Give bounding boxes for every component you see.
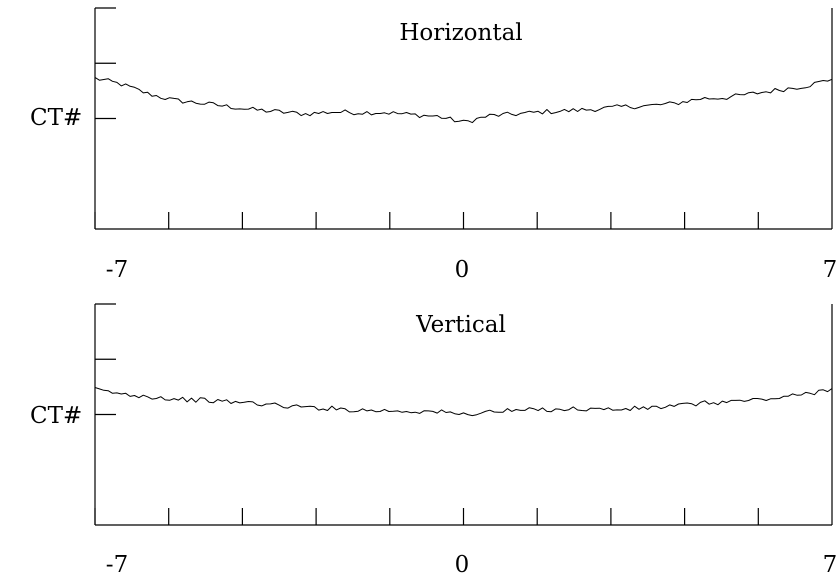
series-line (94, 76, 833, 124)
x-tick-label-center: 0 (455, 257, 470, 283)
y-axis-label: CT# (30, 403, 82, 429)
vertical-panel: Vertical CT# -7 0 7 (30, 303, 838, 578)
chart-title: Horizontal (399, 20, 522, 46)
x-tick-label-right: 7 (823, 552, 838, 578)
chart-title: Vertical (415, 312, 506, 338)
y-axis-label: CT# (30, 105, 82, 131)
horizontal-panel: Horizontal CT# -7 0 7 (30, 7, 838, 283)
series-line (94, 387, 833, 417)
x-tick-label-right: 7 (823, 257, 838, 283)
x-tick-label-left: -7 (106, 257, 128, 283)
x-tick-label-center: 0 (455, 552, 470, 578)
x-tick-label-left: -7 (106, 552, 128, 578)
